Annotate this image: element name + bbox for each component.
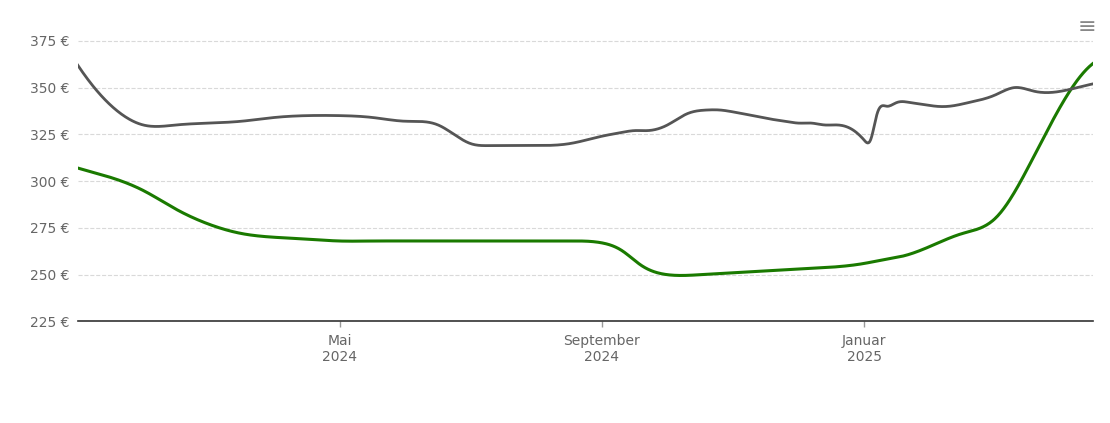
Legend: lose Ware, Sackware: lose Ware, Sackware	[471, 419, 700, 423]
Text: ≡: ≡	[1078, 17, 1097, 37]
